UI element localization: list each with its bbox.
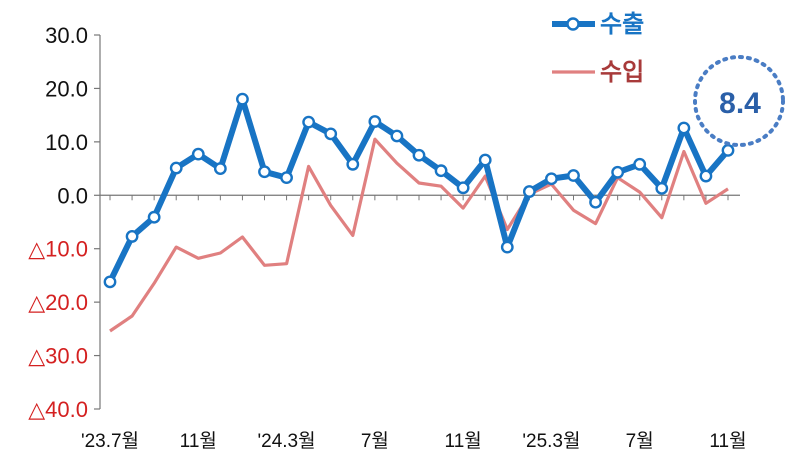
export-point: [522, 185, 536, 198]
export-point: [213, 162, 227, 175]
y-tick-label: 10.0: [45, 130, 88, 155]
export-point: [611, 165, 625, 179]
y-tick-label: 30.0: [45, 23, 88, 48]
export-point: [169, 161, 183, 175]
callout-circle: [693, 55, 785, 147]
export-point: [589, 195, 602, 209]
export-point: [478, 153, 492, 167]
export-point: [721, 144, 735, 157]
callout-value: 8.4: [719, 87, 761, 120]
export-point: [258, 165, 271, 179]
export-point: [147, 210, 161, 224]
legend-label-import: 수입: [600, 59, 644, 86]
x-tick-label: '24.3월: [258, 430, 316, 452]
export-point: [567, 169, 580, 182]
export-point: [655, 181, 669, 195]
y-tick-label: △10.0: [28, 237, 88, 262]
export-point: [125, 230, 139, 243]
legend-export-marker: [566, 17, 580, 31]
export-point: [412, 148, 426, 162]
x-tick-label: 11월: [709, 430, 746, 452]
export-point: [302, 115, 316, 129]
export-point: [191, 147, 205, 161]
export-point: [280, 171, 293, 185]
export-point: [103, 275, 117, 289]
series-line-import: [109, 137, 729, 333]
x-tick-label: 7월: [626, 430, 654, 452]
y-tick-label: △40.0: [28, 397, 88, 422]
y-tick-label: △30.0: [28, 344, 88, 369]
y-tick-label: △20.0: [28, 290, 88, 315]
axes: [99, 35, 740, 409]
export-point: [346, 157, 360, 171]
y-tick-label: 0.0: [57, 183, 88, 208]
export-point: [456, 181, 470, 195]
x-tick-label: 7월: [361, 430, 389, 452]
x-tick-label: '25.3월: [522, 430, 580, 452]
series-layer: [103, 92, 735, 333]
export-point: [633, 157, 647, 171]
y-axis-ticks: 30.0 20.0 10.0 0.0 △10.0 △20.0 △30.0 △40.0: [28, 23, 100, 422]
export-point: [236, 92, 249, 106]
x-tick-label: '23.7월: [81, 430, 139, 452]
export-point: [324, 127, 338, 141]
export-point: [677, 121, 691, 135]
export-point: [699, 169, 713, 183]
x-axis-ticks: '23.7월 11월 '24.3월 7월 11월 '25.3월 7월 11월: [81, 195, 747, 452]
export-point: [390, 129, 404, 143]
export-point: [434, 164, 448, 178]
export-point: [368, 115, 382, 128]
export-point: [545, 172, 558, 186]
value-callout: 8.4: [693, 55, 785, 147]
x-tick-label: 11월: [180, 430, 217, 452]
y-tick-label: 20.0: [45, 76, 88, 101]
x-tick-label: 11월: [445, 430, 482, 452]
export-point: [500, 240, 514, 254]
legend-label-export: 수출: [600, 11, 644, 38]
